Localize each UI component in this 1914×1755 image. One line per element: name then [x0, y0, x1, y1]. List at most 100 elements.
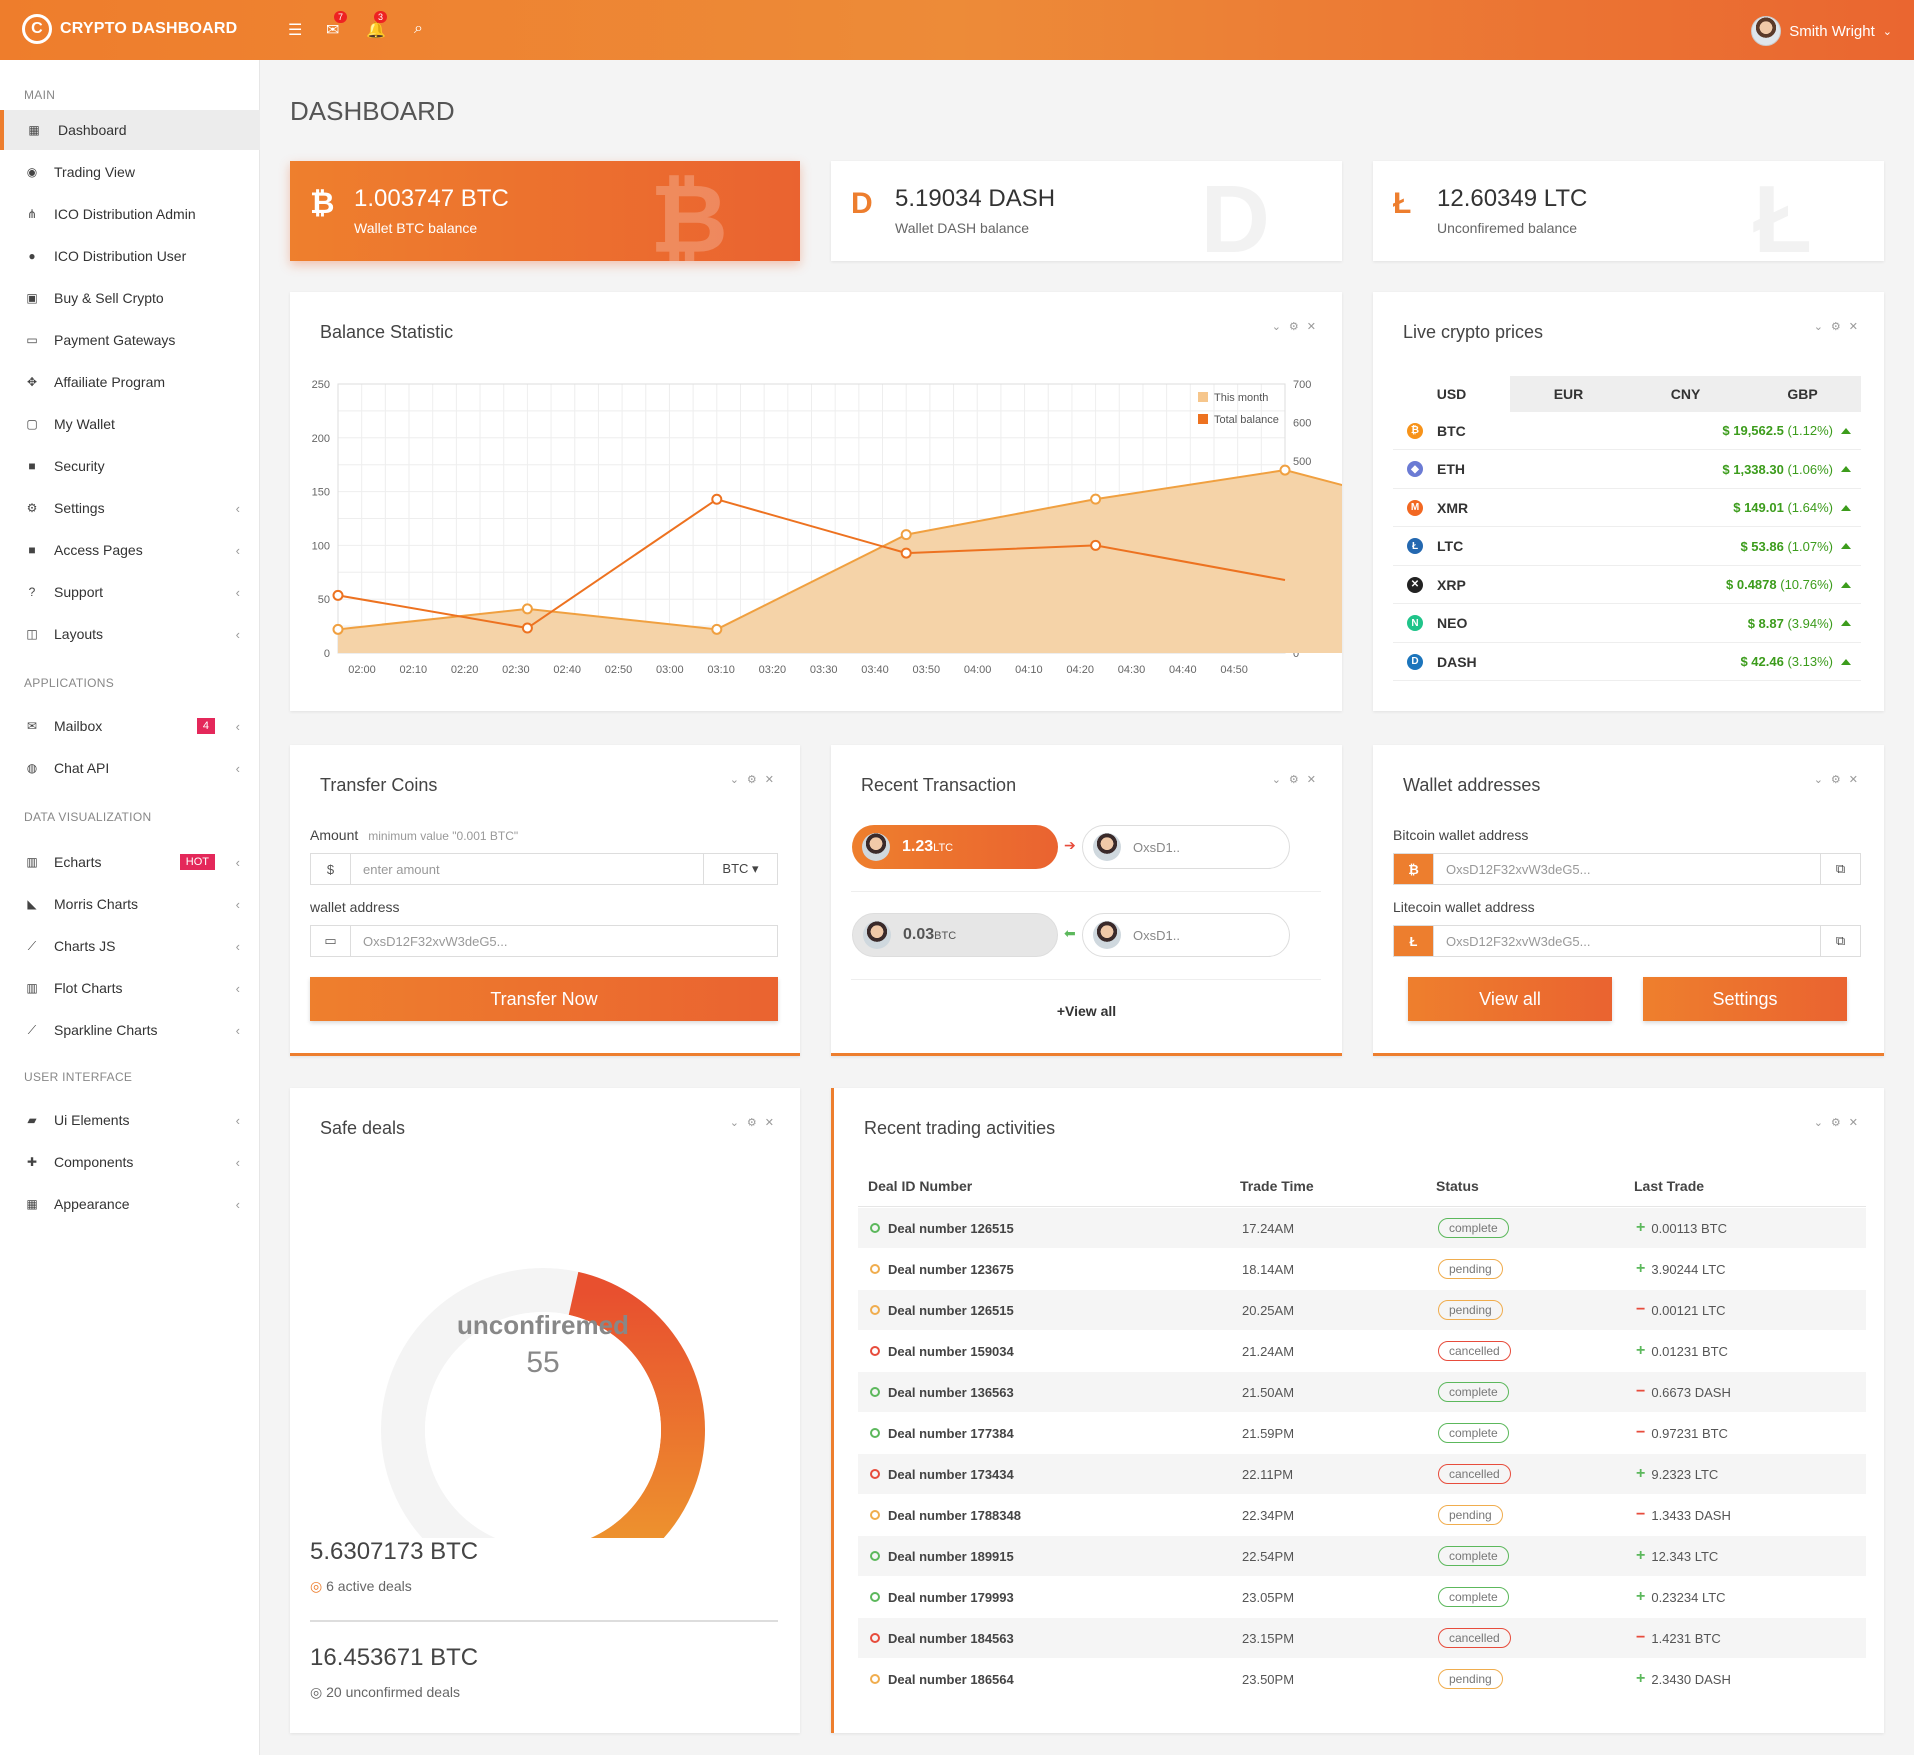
sidebar-item-charts-js[interactable]: ⟋ Charts JS ‹: [0, 926, 260, 966]
price-value: $ 19,562.5: [1722, 423, 1784, 438]
view-all-button[interactable]: View all: [1408, 977, 1612, 1021]
collapse-icon[interactable]: ⌄: [1813, 1117, 1831, 1129]
table-row[interactable]: Deal number 126515 17.24AM complete +0.0011…: [858, 1208, 1866, 1248]
sidebar-item-morris-charts[interactable]: ◣ Morris Charts ‹: [0, 884, 260, 924]
user-menu[interactable]: Smith Wright ⌄: [1751, 16, 1892, 46]
chevron-left-icon: ‹: [235, 718, 240, 734]
tx-recipient-pill[interactable]: OxsD1..: [1082, 825, 1290, 869]
price-row: Ł LTC $ 53.86 (1.07%): [1393, 528, 1861, 566]
tx-amount-pill[interactable]: 1.23LTC: [852, 825, 1058, 869]
area-point: [711, 623, 723, 635]
table-row[interactable]: Deal number 189915 22.54PM complete +12.343…: [858, 1536, 1866, 1576]
chevron-left-icon: ‹: [235, 626, 240, 642]
table-row[interactable]: Deal number 177384 21.59PM complete −0.9723…: [858, 1413, 1866, 1453]
copy-icon[interactable]: ⧉: [1820, 926, 1860, 956]
sidebar-item-trading-view[interactable]: ◉ Trading View: [0, 152, 260, 192]
card-tools: ⌄⚙✕: [730, 773, 782, 786]
collapse-icon[interactable]: ⌄: [1271, 321, 1289, 333]
tx-amount-pill[interactable]: 0.03BTC: [852, 913, 1058, 957]
sidebar-item-ico-distribution-admin[interactable]: ⋔ ICO Distribution Admin: [0, 194, 260, 234]
sidebar-item-dashboard[interactable]: ▦ Dashboard: [0, 110, 260, 150]
close-icon[interactable]: ✕: [764, 774, 782, 786]
divider: [310, 1620, 778, 1622]
sidebar-item-settings[interactable]: ⚙ Settings ‹: [0, 488, 260, 528]
table-row[interactable]: Deal number 123675 18.14AM pending +3.90244…: [858, 1249, 1866, 1289]
collapse-icon[interactable]: ⌄: [729, 774, 747, 786]
tab-gbp[interactable]: GBP: [1787, 386, 1818, 402]
sidebar-item-ico-distribution-user[interactable]: ● ICO Distribution User: [0, 236, 260, 276]
view-all-link[interactable]: +View all: [1056, 1003, 1117, 1019]
chevron-left-icon: ‹: [235, 854, 240, 870]
table-row[interactable]: Deal number 159034 21.24AM cancelled +0.012…: [858, 1331, 1866, 1371]
table-row[interactable]: Deal number 179993 23.05PM complete +0.2323…: [858, 1577, 1866, 1617]
sidebar-item-layouts[interactable]: ◫ Layouts ‹: [0, 614, 260, 654]
coin-price: $ 8.87 (3.94%): [1748, 616, 1833, 631]
gear-icon[interactable]: ⚙: [746, 774, 765, 786]
collapse-icon[interactable]: ⌄: [1813, 774, 1831, 786]
sidebar-item-components[interactable]: ✚ Components ‹: [0, 1142, 260, 1182]
x-tick-label: 04:20: [1066, 664, 1094, 676]
tx-recipient-pill[interactable]: OxsD1..: [1082, 913, 1290, 957]
close-icon[interactable]: ✕: [1848, 321, 1866, 333]
tab-cny[interactable]: CNY: [1670, 386, 1701, 402]
collapse-icon[interactable]: ⌄: [1813, 321, 1831, 333]
gear-icon[interactable]: ⚙: [1288, 774, 1307, 786]
tab-usd[interactable]: USD: [1393, 376, 1510, 412]
collapse-icon[interactable]: ⌄: [1271, 774, 1289, 786]
close-icon[interactable]: ✕: [1848, 774, 1866, 786]
gear-icon[interactable]: ⚙: [746, 1117, 765, 1129]
gear-icon[interactable]: ⚙: [1288, 321, 1307, 333]
sidebar-item-mailbox[interactable]: ✉ Mailbox 4 ‹: [0, 706, 260, 746]
transfer-now-button[interactable]: Transfer Now: [310, 977, 778, 1021]
tab-eur[interactable]: EUR: [1553, 386, 1584, 402]
copy-icon[interactable]: ⧉: [1820, 854, 1860, 884]
close-icon[interactable]: ✕: [1306, 774, 1324, 786]
table-row[interactable]: Deal number 186564 23.50PM pending +2.3430 …: [858, 1659, 1866, 1699]
mail-icon[interactable]: ✉ 7: [326, 11, 348, 40]
sidebar-item-buy-sell-crypto[interactable]: ▣ Buy & Sell Crypto: [0, 278, 260, 318]
status-badge: complete: [1438, 1218, 1509, 1238]
close-icon[interactable]: ✕: [1306, 321, 1324, 333]
sidebar-item-flot-charts[interactable]: ▥ Flot Charts ‹: [0, 968, 260, 1008]
currency-select[interactable]: BTC ▾: [703, 854, 777, 884]
table-row[interactable]: Deal number 136563 21.50AM complete −0.6673…: [858, 1372, 1866, 1412]
sidebar-item-my-wallet[interactable]: ▢ My Wallet: [0, 404, 260, 444]
sidebar-item-label: Sparkline Charts: [54, 1022, 158, 1038]
last-trade: 1.4231 BTC: [1651, 1630, 1721, 1646]
sidebar-item-affailiate-program[interactable]: ✥ Affailiate Program: [0, 362, 260, 402]
close-icon[interactable]: ✕: [1848, 1117, 1866, 1129]
gear-icon[interactable]: ⚙: [1830, 321, 1849, 333]
sidebar-item-sparkline-charts[interactable]: ⟋ Sparkline Charts ‹: [0, 1010, 260, 1050]
sidebar-item-label: Chat API: [54, 760, 110, 776]
sidebar-item-security[interactable]: ■ Security: [0, 446, 260, 486]
bell-icon[interactable]: 🔔 3: [366, 11, 388, 39]
gear-icon[interactable]: ⚙: [1830, 774, 1849, 786]
table-row[interactable]: Deal number 126515 20.25AM pending −0.00121…: [858, 1290, 1866, 1330]
amount-input[interactable]: $ enter amount BTC ▾: [310, 853, 778, 885]
menu-icon[interactable]: ☰: [288, 22, 303, 39]
table-row[interactable]: Deal number 173434 22.11PM cancelled +9.232…: [858, 1454, 1866, 1494]
gear-icon: ⚙: [26, 501, 38, 515]
btc-wallet-input[interactable]: ₿ OxsD12F32xvW3deG5... ⧉: [1393, 853, 1861, 885]
sidebar-item-label: Mailbox: [54, 718, 103, 734]
sidebar-item-access-pages[interactable]: ■ Access Pages ‹: [0, 530, 260, 570]
collapse-icon[interactable]: ⌄: [729, 1117, 747, 1129]
sidebar-item-payment-gateways[interactable]: ▭ Payment Gateways: [0, 320, 260, 360]
table-row[interactable]: Deal number 1788348 22.34PM pending −1.3433…: [858, 1495, 1866, 1535]
sidebar-item-appearance[interactable]: ▦ Appearance ‹: [0, 1184, 260, 1224]
close-icon[interactable]: ✕: [764, 1117, 782, 1129]
wallet-input[interactable]: ▭ OxsD12F32xvW3deG5...: [310, 925, 778, 957]
sidebar-item-label: Appearance: [54, 1196, 130, 1212]
gear-icon[interactable]: ⚙: [1830, 1117, 1849, 1129]
x-tick-label: 03:10: [707, 664, 735, 676]
brand[interactable]: C CRYPTO DASHBOARD: [22, 14, 237, 44]
sidebar-item-chat-api[interactable]: ◍ Chat API ‹: [0, 748, 260, 788]
sidebar-item-support[interactable]: ? Support ‹: [0, 572, 260, 612]
sidebar-item-ui-elements[interactable]: ▰ Ui Elements ‹: [0, 1100, 260, 1140]
sidebar-item-echarts[interactable]: ▥ Echarts HOT ‹: [0, 842, 260, 882]
settings-button[interactable]: Settings: [1643, 977, 1847, 1021]
ltc-wallet-input[interactable]: Ł OxsD12F32xvW3deG5... ⧉: [1393, 925, 1861, 957]
search-icon[interactable]: ⌕: [414, 20, 423, 37]
card-tools: ⌄⚙✕: [730, 1116, 782, 1129]
table-row[interactable]: Deal number 184563 23.15PM cancelled −1.423…: [858, 1618, 1866, 1658]
